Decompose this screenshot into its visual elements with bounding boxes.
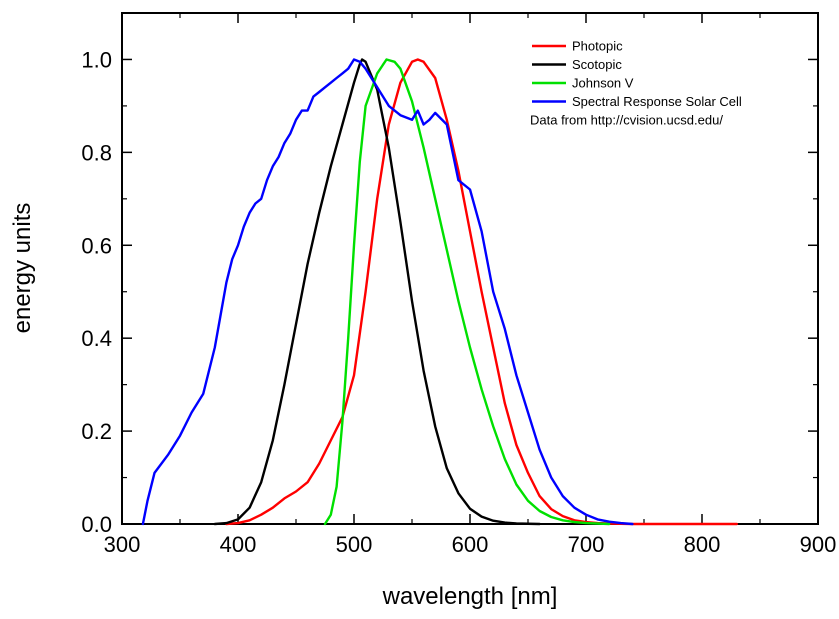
legend-label-0: Photopic [572,39,623,54]
x-tick-label: 700 [568,532,605,557]
plot-frame [121,12,819,525]
series-line-2 [323,58,611,526]
series-line-0 [225,58,738,526]
y-axis-title: energy units [9,203,36,334]
x-tick-label: 800 [684,532,721,557]
ticks-layer: 300 400 500 600 700 800 900 0.0 0.2 0.4 0.6 0.8 1.0 [81,13,836,557]
x-tick-label: 600 [452,532,489,557]
y-tick-label: 1.0 [81,47,112,72]
legend: Photopic Scotopic Johnson V Spectral Respon… [530,39,742,128]
x-axis-title: wavelength [nm] [382,583,558,610]
legend-note: Data from http://cvision.ucsd.edu/ [530,113,723,128]
legend-label-2: Johnson V [572,76,634,91]
series-line-3 [141,58,634,526]
y-tick-label: 0.2 [81,419,112,444]
series-line-1 [213,58,541,526]
x-tick-label: 300 [104,532,141,557]
y-tick-label: 0.8 [81,140,112,165]
series-layer [141,58,738,526]
y-tick-label: 0.4 [81,326,112,351]
x-tick-label: 500 [336,532,373,557]
y-tick-label: 0.6 [81,233,112,258]
legend-label-1: Scotopic [572,57,622,72]
y-tick-label: 0.0 [81,512,112,537]
x-tick-label: 900 [800,532,837,557]
x-tick-label: 400 [220,532,257,557]
legend-label-3: Spectral Response Solar Cell [572,94,742,109]
